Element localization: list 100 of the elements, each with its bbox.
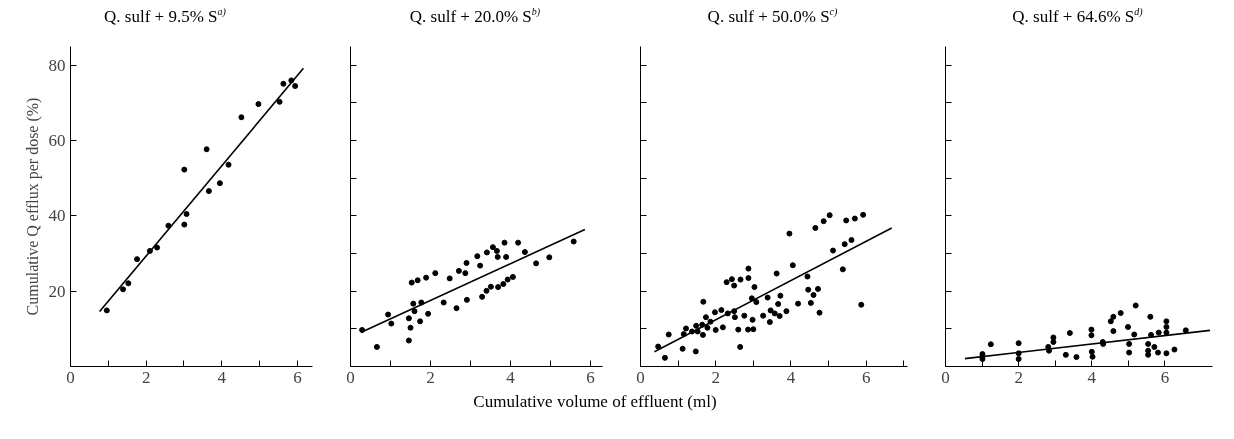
x-tick-label: 4: [217, 367, 227, 387]
x-tick-label: 0: [346, 367, 355, 387]
y-tick-label: 20: [48, 281, 66, 301]
point: [1110, 313, 1117, 320]
point: [1163, 350, 1170, 357]
point: [1062, 351, 1069, 358]
point: [483, 287, 490, 294]
point: [495, 284, 502, 291]
point: [216, 180, 223, 187]
point: [225, 161, 232, 168]
x-tick-label: 2: [141, 367, 151, 387]
point: [487, 283, 494, 290]
point: [385, 311, 392, 318]
point: [1050, 339, 1057, 346]
chart-title: Q. sulf + 50.0% S$^{c)}$: [706, 5, 839, 28]
point: [1163, 318, 1170, 325]
point: [181, 221, 188, 228]
point: [388, 320, 395, 327]
point: [463, 296, 470, 303]
point: [292, 83, 299, 90]
point: [489, 244, 496, 251]
y-tick-label: 80: [48, 55, 66, 75]
point: [440, 299, 447, 306]
point: [494, 253, 501, 260]
point: [1163, 323, 1170, 330]
point: [1126, 349, 1133, 356]
point: [455, 267, 462, 274]
point: [446, 275, 453, 282]
point: [134, 256, 141, 263]
x-tick-label: 4: [1087, 367, 1097, 387]
point: [509, 273, 516, 280]
chart-title: Q. sulf + 9.5% S$^{a)}$: [103, 5, 227, 28]
point: [546, 254, 553, 261]
point: [373, 343, 380, 350]
point: [276, 98, 283, 105]
x-tick-label: 6: [861, 367, 871, 387]
point: [1132, 302, 1139, 309]
y-tick-label: 60: [48, 131, 66, 151]
point: [462, 270, 469, 277]
point: [423, 274, 430, 281]
point: [405, 315, 412, 322]
point: [987, 341, 994, 348]
point: [1088, 348, 1095, 355]
point: [477, 262, 484, 269]
point: [453, 305, 460, 312]
chart-title: Q. sulf + 64.6% S$^{d)}$: [1011, 5, 1144, 28]
point: [1050, 334, 1057, 341]
point: [500, 281, 507, 288]
point: [1163, 329, 1170, 336]
point: [1015, 340, 1022, 347]
x-tick-label: 0: [941, 367, 950, 387]
point: [504, 276, 511, 283]
chart-title: Q. sulf + 20.0% S$^{b)}$: [408, 5, 542, 28]
point: [1088, 332, 1095, 339]
x-tick-label: 2: [1014, 367, 1023, 387]
point: [570, 238, 577, 245]
point: [1089, 353, 1096, 360]
point: [1131, 331, 1138, 338]
point: [425, 310, 432, 317]
point: [1125, 323, 1132, 330]
y-axis-title: Cumulative Q efflux per dose (%): [23, 97, 42, 316]
x-tick-label: 0: [636, 367, 645, 387]
x-tick-label: 6: [1160, 367, 1170, 387]
point: [410, 300, 417, 307]
point: [1155, 349, 1161, 356]
point: [165, 222, 172, 229]
point: [1066, 330, 1073, 336]
point: [501, 239, 508, 246]
point: [1117, 310, 1124, 317]
point: [1073, 354, 1080, 361]
point: [103, 307, 110, 314]
point: [1147, 313, 1154, 320]
point: [411, 308, 418, 315]
point: [1171, 346, 1178, 353]
point: [521, 249, 528, 256]
point: [418, 299, 425, 306]
point: [1107, 318, 1114, 325]
point: [1155, 329, 1162, 336]
point: [405, 337, 412, 344]
point: [154, 244, 161, 251]
point: [1015, 355, 1022, 362]
point: [483, 249, 490, 256]
point: [1145, 340, 1152, 347]
point: [1145, 351, 1152, 358]
point: [181, 166, 188, 173]
point: [407, 324, 414, 331]
point: [432, 270, 439, 277]
x-tick-label: 4: [506, 367, 516, 387]
point: [503, 253, 510, 260]
point: [1110, 328, 1117, 335]
point: [125, 280, 132, 287]
x-tick-label: 0: [66, 367, 75, 387]
point: [533, 260, 540, 267]
point: [120, 286, 127, 293]
x-tick-label: 2: [711, 367, 720, 387]
point: [408, 279, 415, 286]
point: [255, 101, 262, 108]
x-axis-title: Cumulative volume of effluent (ml): [472, 391, 718, 413]
x-tick-label: 6: [586, 367, 595, 387]
point: [1126, 340, 1133, 347]
